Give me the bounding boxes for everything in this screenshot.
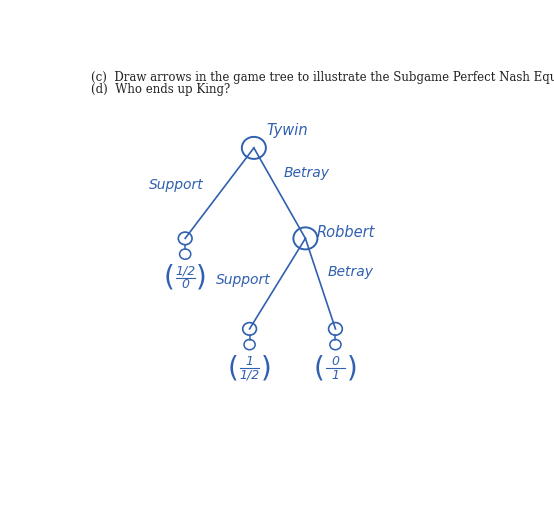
Text: 0: 0	[331, 355, 340, 367]
Text: Tywin: Tywin	[267, 123, 309, 138]
Text: (d)  Who ends up King?: (d) Who ends up King?	[91, 83, 230, 96]
Text: Support: Support	[216, 273, 270, 287]
Text: 1/2: 1/2	[175, 264, 196, 277]
Text: Robbert: Robbert	[316, 225, 375, 240]
Text: ): )	[196, 264, 207, 292]
Text: 1/2: 1/2	[239, 369, 260, 382]
Text: (c)  Draw arrows in the game tree to illustrate the Subgame Perfect Nash Equilib: (c) Draw arrows in the game tree to illu…	[91, 71, 554, 84]
Text: ): )	[346, 354, 357, 382]
Text: (: (	[314, 354, 325, 382]
Text: Betray: Betray	[284, 166, 330, 180]
Text: (: (	[163, 264, 175, 292]
Text: 0: 0	[181, 278, 189, 291]
Text: 1: 1	[245, 355, 254, 367]
Text: Betray: Betray	[327, 265, 373, 279]
Text: 1: 1	[331, 369, 340, 382]
Text: ): )	[260, 354, 271, 382]
Text: Support: Support	[149, 178, 204, 192]
Text: (: (	[228, 354, 239, 382]
